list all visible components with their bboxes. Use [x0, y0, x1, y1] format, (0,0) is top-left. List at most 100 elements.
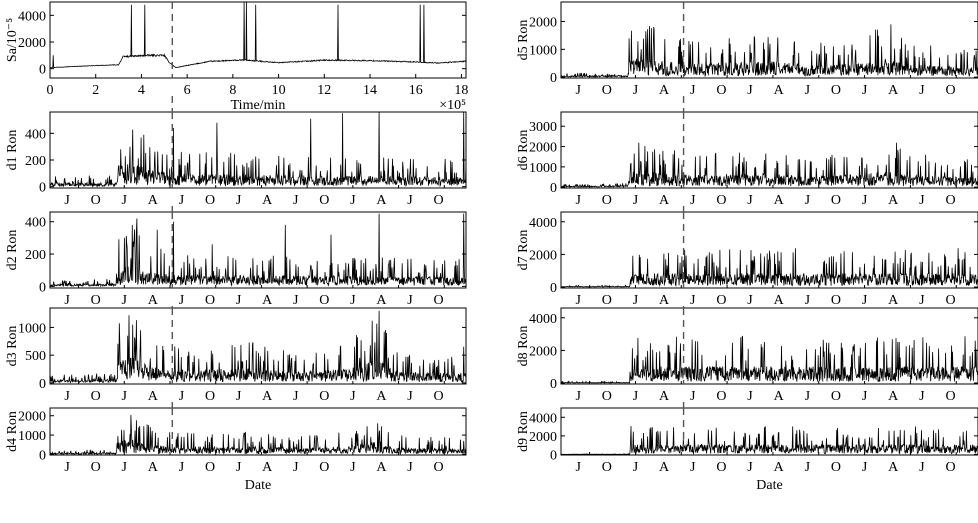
month-tick-label: J: [179, 193, 185, 208]
month-tick-label: O: [945, 83, 955, 98]
month-tick-label: O: [831, 389, 841, 404]
month-tick-label: O: [945, 389, 955, 404]
y-axis-label: d2 Ron: [5, 230, 20, 271]
y-tick-label: 0: [550, 71, 557, 86]
month-tick-label: A: [376, 193, 387, 208]
month-tick-label: A: [659, 293, 670, 308]
y-tick-label: 4000: [18, 9, 46, 24]
x-tick-label: 10: [272, 83, 286, 98]
month-tick-label: A: [262, 389, 273, 404]
month-tick-label: J: [575, 460, 581, 475]
month-tick-label: J: [293, 293, 299, 308]
month-tick-label: J: [179, 389, 185, 404]
y-tick-label: 2000: [529, 344, 557, 359]
month-tick-label: A: [774, 83, 785, 98]
x-tick-label: 0: [47, 83, 54, 98]
month-tick-label: J: [862, 389, 868, 404]
y-tick-label: 0: [550, 448, 557, 463]
month-tick-label: O: [831, 293, 841, 308]
month-tick-label: O: [716, 193, 726, 208]
month-tick-label: A: [148, 293, 159, 308]
month-tick-label: J: [919, 83, 925, 98]
month-tick-label: J: [122, 193, 128, 208]
month-tick-label: J: [862, 293, 868, 308]
y-tick-label: 1000: [18, 429, 46, 444]
series-line-d7: [560, 248, 978, 288]
axes-frame-d3: [49, 307, 467, 385]
month-tick-label: J: [236, 460, 242, 475]
month-tick-label: O: [434, 389, 444, 404]
month-tick-label: J: [633, 293, 639, 308]
month-tick-label: O: [831, 193, 841, 208]
month-tick-label: O: [205, 193, 215, 208]
month-tick-label: J: [690, 389, 696, 404]
series-line-d2: [49, 213, 467, 288]
series-line-d4: [49, 414, 467, 456]
month-tick-label: J: [805, 193, 811, 208]
month-tick-label: J: [575, 389, 581, 404]
y-tick-label: 400: [25, 216, 46, 231]
y-tick-label: 1000: [18, 321, 46, 336]
month-tick-label: A: [148, 460, 159, 475]
month-tick-label: O: [716, 293, 726, 308]
month-tick-label: J: [633, 460, 639, 475]
month-tick-label: O: [319, 193, 329, 208]
month-tick-label: J: [293, 460, 299, 475]
axes-frame-d7: [560, 211, 978, 289]
axes-frame-d9: [560, 407, 978, 456]
month-tick-label: O: [91, 460, 101, 475]
y-tick-label: 2000: [18, 410, 46, 425]
y-axis-label: d7 Ron: [516, 230, 531, 271]
month-tick-label: O: [205, 460, 215, 475]
month-tick-label: J: [122, 460, 128, 475]
month-tick-label: J: [407, 389, 413, 404]
month-tick-label: O: [205, 389, 215, 404]
y-tick-label: 0: [39, 181, 46, 196]
y-tick-label: 2000: [529, 430, 557, 445]
month-tick-label: J: [407, 193, 413, 208]
panel-d2: 0 200 400 d2 Ron J O J A J O J A J O J A J O: [5, 211, 467, 308]
axes-frame-d1: [49, 111, 467, 189]
series-line-d6: [560, 142, 978, 189]
month-tick-label: J: [236, 293, 242, 308]
month-tick-label: A: [262, 293, 273, 308]
month-tick-label: O: [602, 460, 612, 475]
month-tick-label: A: [148, 389, 159, 404]
month-tick-label: J: [919, 389, 925, 404]
x-tick-label: 4: [138, 83, 145, 98]
month-tick-label: J: [407, 293, 413, 308]
month-tick-label: A: [888, 460, 899, 475]
month-tick-label: J: [350, 389, 356, 404]
month-tick-label: A: [262, 460, 273, 475]
month-tick-label: A: [659, 460, 670, 475]
x-tick-label: 16: [409, 83, 423, 98]
month-tick-label: O: [716, 83, 726, 98]
month-tick-label: A: [376, 293, 387, 308]
month-tick-label: O: [91, 193, 101, 208]
y-axis-label: d6 Ron: [516, 130, 531, 171]
y-axis-label: d4 Ron: [5, 411, 20, 452]
y-tick-label: 1000: [529, 43, 557, 58]
y-tick-label: 0: [550, 281, 557, 296]
month-tick-label: J: [575, 83, 581, 98]
month-tick-label: J: [64, 460, 70, 475]
series-line-d1: [49, 111, 467, 188]
axes-frame-d8: [560, 307, 978, 385]
month-tick-label: O: [319, 389, 329, 404]
month-tick-label: O: [319, 293, 329, 308]
y-axis-label: d5 Ron: [516, 20, 531, 61]
month-tick-label: O: [434, 193, 444, 208]
month-tick-label: A: [774, 293, 785, 308]
month-tick-label: J: [575, 293, 581, 308]
month-tick-label: J: [747, 83, 753, 98]
y-tick-label: 4000: [529, 411, 557, 426]
x-exponent-label: ×10⁵: [439, 98, 466, 113]
y-tick-label: 2000: [529, 248, 557, 263]
month-tick-label: O: [602, 293, 612, 308]
